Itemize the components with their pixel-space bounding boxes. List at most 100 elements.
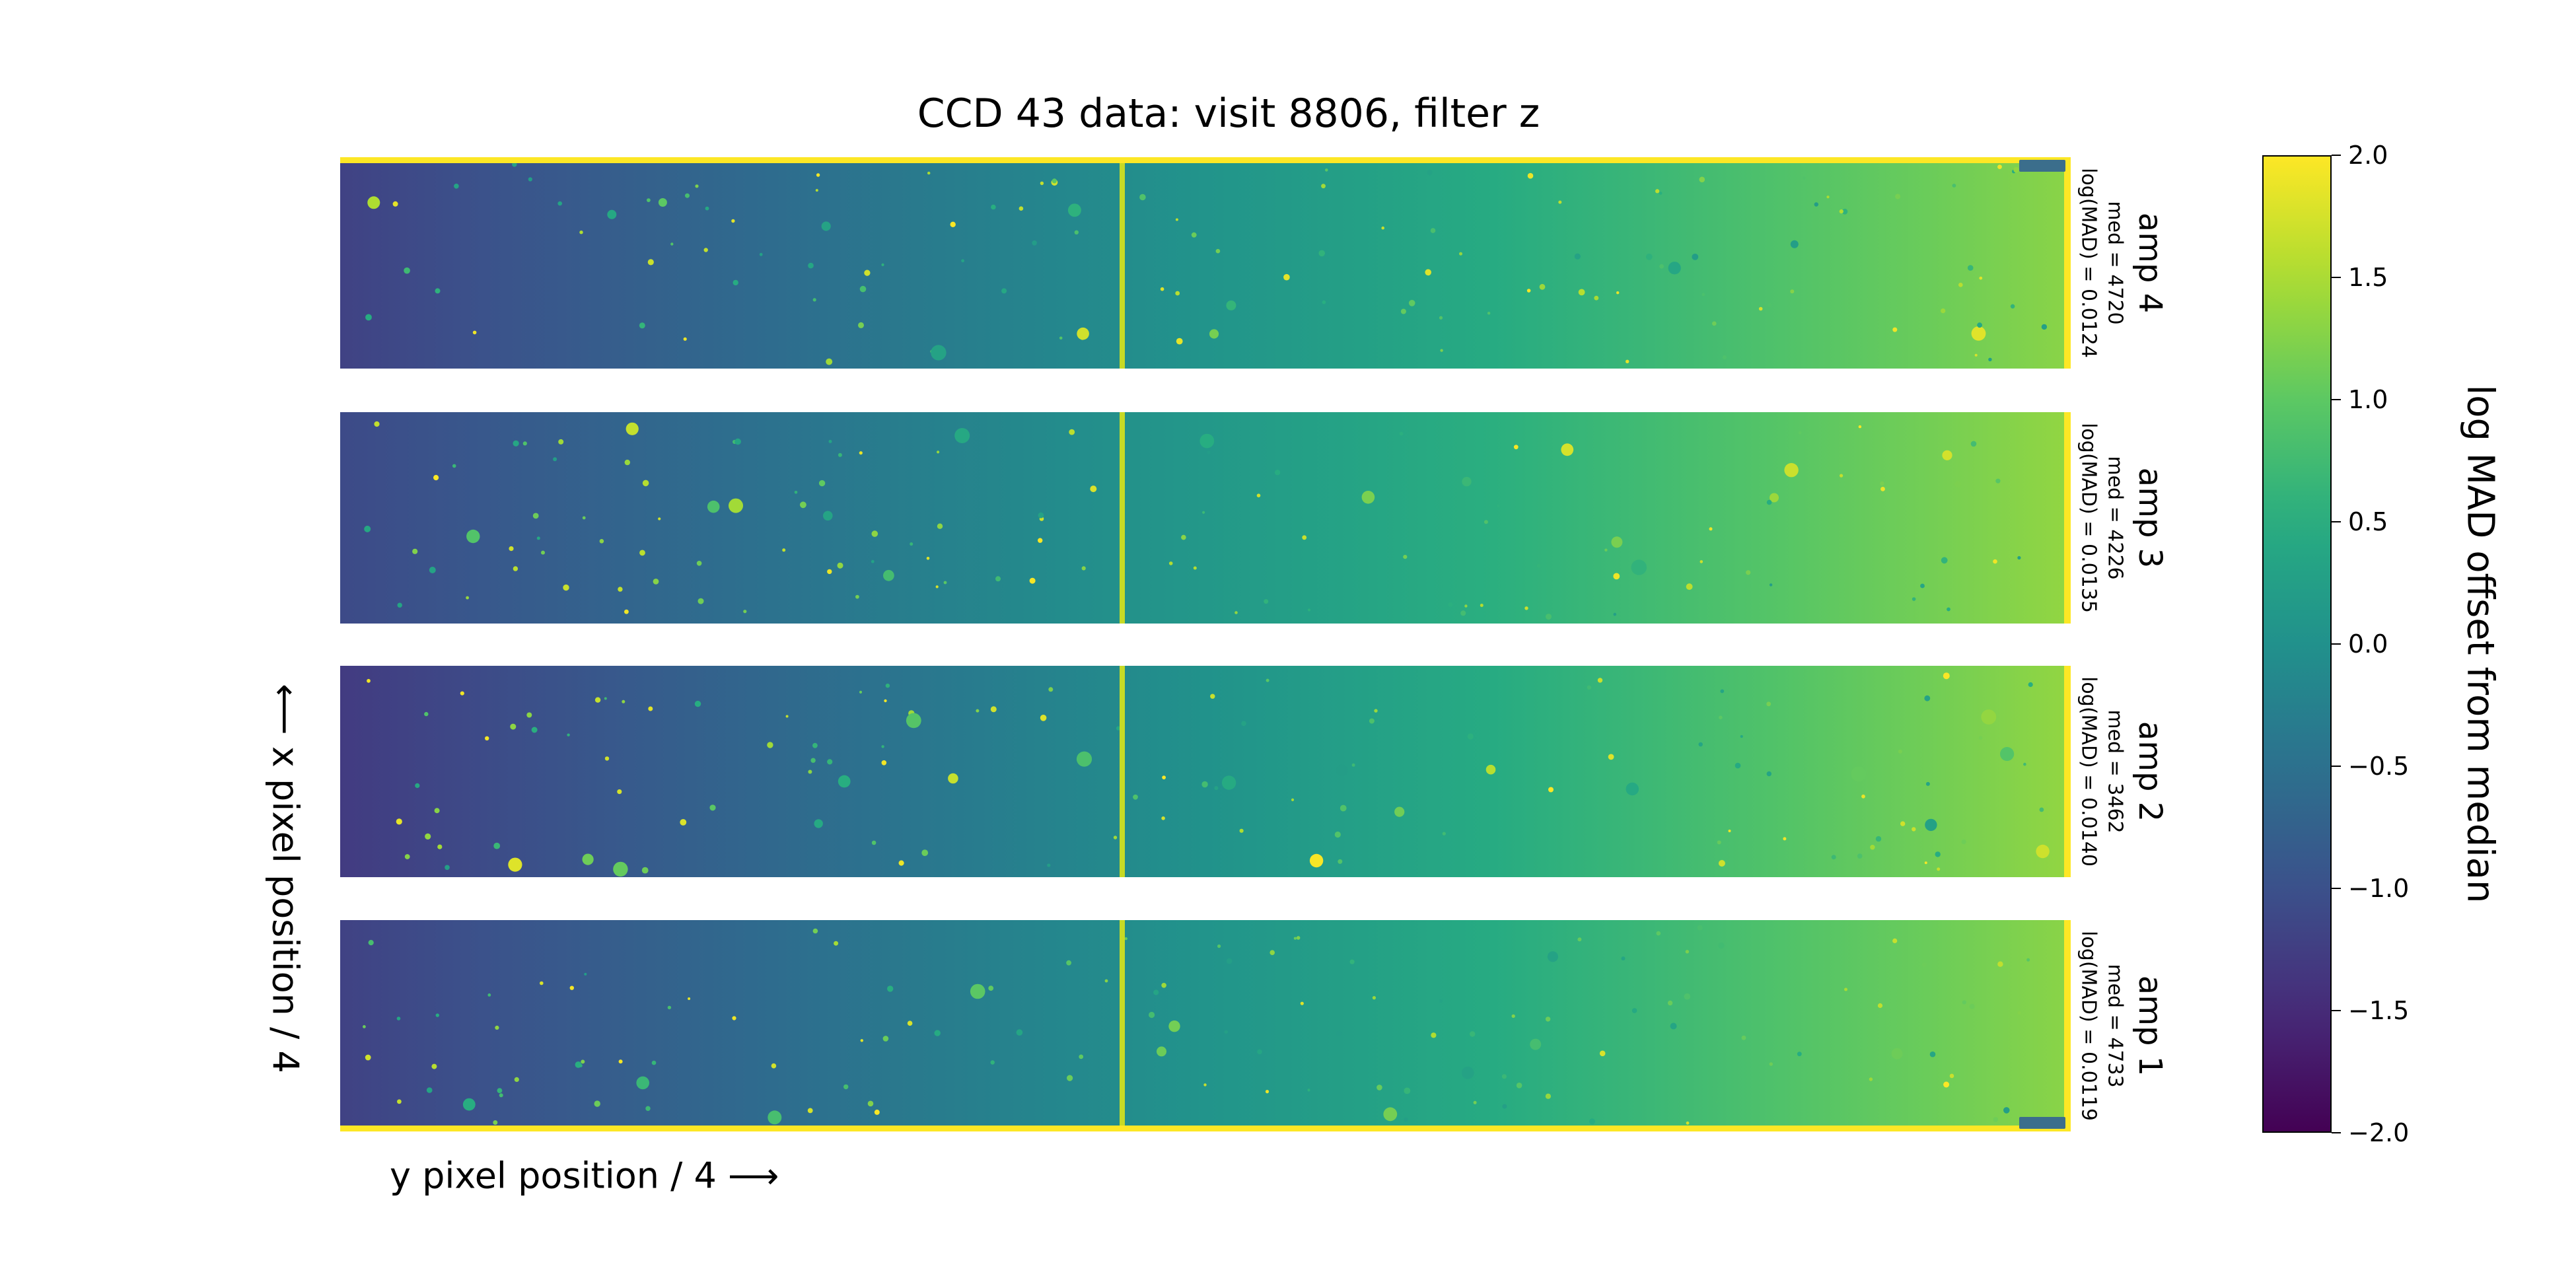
source-spot <box>807 1108 813 1114</box>
source-spot <box>1157 1046 1166 1057</box>
source-spot <box>743 610 747 614</box>
source-spot <box>883 569 894 581</box>
source-spot <box>1040 181 1044 186</box>
source-spot <box>513 440 519 447</box>
source-spot <box>1309 853 1324 868</box>
source-spot <box>808 262 814 269</box>
source-spot <box>1561 443 1574 456</box>
source-spot <box>810 758 816 763</box>
source-spot <box>1431 1032 1437 1038</box>
source-spot <box>1971 326 1986 341</box>
source-spot <box>1226 300 1236 310</box>
source-spot <box>667 1005 672 1010</box>
source-spot <box>1719 715 1723 720</box>
source-spot <box>1425 269 1431 276</box>
source-spot <box>526 712 532 718</box>
source-spot <box>1090 485 1097 493</box>
source-spot <box>1685 950 1690 954</box>
source-spot <box>1524 606 1528 610</box>
source-spot <box>1408 300 1415 306</box>
source-spot <box>1511 1014 1515 1019</box>
source-spot <box>2013 166 2019 173</box>
source-spot <box>821 221 831 231</box>
source-spot <box>645 1106 651 1111</box>
source-spot <box>497 1088 503 1093</box>
source-spot <box>1322 300 1326 304</box>
source-spot <box>1880 487 1885 491</box>
source-spot <box>683 337 687 341</box>
source-spot <box>412 548 418 554</box>
source-spot <box>1912 827 1916 832</box>
source-marks <box>363 925 2030 1125</box>
source-spot <box>910 542 913 546</box>
source-spot <box>653 579 659 585</box>
source-spot <box>582 516 586 520</box>
source-spot <box>1547 951 1558 962</box>
source-spot <box>651 1060 657 1065</box>
source-spot <box>2003 1107 2010 1114</box>
source-spot <box>768 1110 782 1125</box>
source-spot <box>1715 1100 1719 1104</box>
source-spot <box>1692 254 1699 260</box>
source-spot <box>431 1063 437 1069</box>
amp-1-image <box>340 920 2071 1131</box>
source-spot <box>1038 512 1044 519</box>
source-spot <box>698 598 704 604</box>
source-spot <box>794 491 798 494</box>
edge-bright <box>2064 157 2071 369</box>
source-spot <box>906 713 921 729</box>
source-spot <box>823 511 833 521</box>
source-spot <box>1077 327 1089 340</box>
source-spot <box>1746 570 1751 575</box>
source-spot <box>1032 240 1037 246</box>
source-spot <box>1929 1051 1936 1057</box>
amp-4-label: amp 4 <box>2131 212 2168 314</box>
source-spot <box>1513 445 1519 450</box>
source-spot <box>499 1093 503 1098</box>
source-spot <box>364 525 371 532</box>
source-spot <box>1784 463 1799 478</box>
source-spot <box>937 523 943 529</box>
amp-2-median: med = 3462 <box>2103 709 2127 834</box>
source-spot <box>1797 1052 1802 1057</box>
source-spot <box>1892 327 1898 332</box>
source-spot <box>618 587 623 592</box>
source-spot <box>864 269 871 276</box>
source-spot <box>1684 993 1691 1000</box>
source-spot <box>670 242 674 246</box>
amp-2-label: amp 2 <box>2131 721 2168 822</box>
source-spot <box>563 584 569 591</box>
source-spot <box>514 1077 519 1082</box>
source-spot <box>954 428 970 443</box>
source-spot <box>1224 1030 1229 1034</box>
source-spot <box>935 585 939 589</box>
source-spot <box>1256 493 1261 497</box>
source-spot <box>834 941 839 946</box>
source-spot <box>1798 431 1802 435</box>
source-spot <box>1274 470 1281 476</box>
source-spot <box>1993 1117 1999 1122</box>
source-spot <box>1546 614 1552 620</box>
source-spot <box>1038 538 1043 543</box>
colorbar-tick-label: 0.5 <box>2348 507 2388 536</box>
edge-bright <box>2064 666 2071 877</box>
source-spot <box>1578 289 1585 296</box>
colorbar-tick <box>2332 1132 2341 1133</box>
source-spot <box>642 480 649 487</box>
source-spot <box>374 421 380 427</box>
source-spot <box>1336 764 1348 777</box>
source-spot <box>885 683 890 688</box>
source-spot <box>1448 602 1453 607</box>
source-spot <box>1016 1029 1023 1036</box>
source-spot <box>731 219 735 223</box>
source-spot <box>1978 736 1983 740</box>
source-spot <box>396 1017 401 1020</box>
colorbar-tick-label: −2.0 <box>2348 1118 2410 1147</box>
source-spot <box>1880 481 1884 486</box>
source-spot <box>2023 762 2026 766</box>
source-spot <box>1545 1017 1551 1022</box>
source-spot <box>1133 794 1138 800</box>
source-spot <box>397 1099 402 1104</box>
source-spot <box>1214 786 1219 791</box>
source-spot <box>472 330 477 335</box>
